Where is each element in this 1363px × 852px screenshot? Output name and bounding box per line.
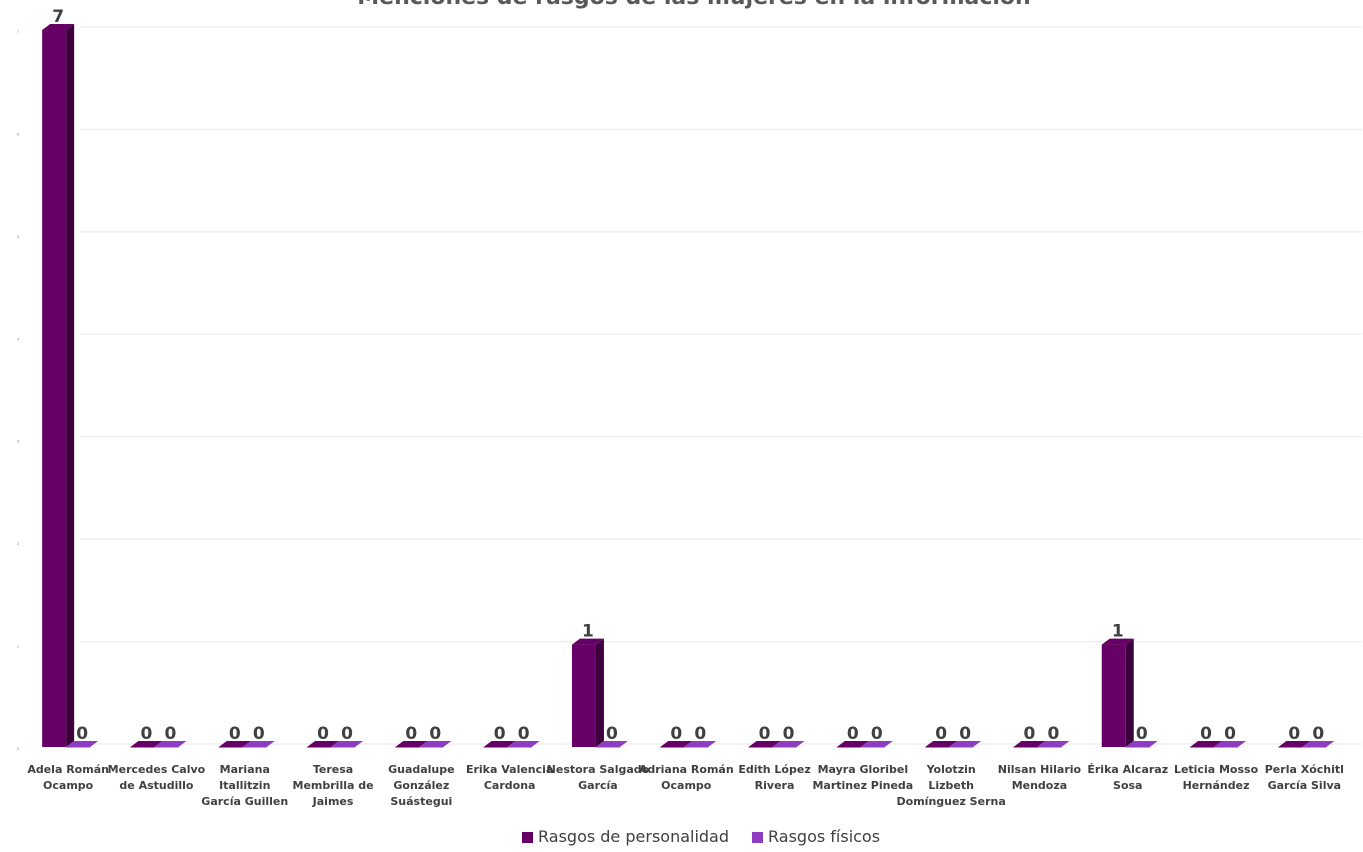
y-tick-label: 4: [17, 336, 20, 341]
data-label: 0: [959, 724, 971, 744]
gridlines: [80, 26, 1362, 745]
legend-item: Rasgos de personalidad: [522, 827, 729, 846]
bars: [42, 24, 1335, 748]
y-axis-ticks: 0 1 2 3 4 5 6 7: [17, 29, 20, 751]
category-label: Érika Alcaraz Sosa: [1087, 763, 1168, 792]
data-label: 0: [341, 724, 353, 744]
data-label: 0: [847, 724, 859, 744]
data-label: 0: [759, 724, 771, 744]
bar: [1214, 741, 1247, 748]
bar: [242, 741, 275, 748]
category-label: Guadalupe González Suástegui: [388, 763, 455, 808]
bar: [684, 741, 717, 748]
legend-swatch: [522, 832, 533, 843]
category-label: Mercedes Calvo de Astudillo: [108, 763, 206, 792]
data-label: 0: [141, 724, 153, 744]
category-label: Nestora Salgado García: [547, 763, 650, 792]
y-tick-label: 7: [17, 29, 20, 34]
y-tick-label: 5: [17, 234, 20, 239]
data-label: 1: [582, 622, 594, 642]
data-label: 0: [317, 724, 329, 744]
bar: [1278, 741, 1311, 748]
bar: [154, 741, 187, 748]
y-tick-label: 2: [17, 541, 20, 546]
data-label: 0: [229, 724, 241, 744]
category-label: Nilsan Hilario Mendoza: [998, 763, 1082, 792]
category-label: Edith López Rivera: [738, 763, 810, 792]
y-tick-label: 1: [17, 644, 20, 649]
bar: [949, 741, 982, 748]
y-tick-label: 6: [17, 131, 20, 136]
data-label: 0: [1312, 724, 1324, 744]
bar: [571, 638, 604, 747]
bar: [42, 24, 75, 747]
chart-title: Menciones de rasgos de las mujeres en la…: [357, 0, 1030, 10]
data-label: 0: [670, 724, 682, 744]
data-label: 7: [52, 7, 64, 27]
data-label: 0: [76, 724, 88, 744]
legend-label: Rasgos de personalidad: [538, 827, 729, 846]
bar: [483, 741, 516, 748]
data-label: 0: [1048, 724, 1060, 744]
bar: [66, 741, 99, 748]
legend-swatch: [752, 832, 763, 843]
category-label: Mariana Itallitzin García Guillen: [201, 763, 288, 808]
category-label: Erika Valencia Cardona: [466, 763, 553, 792]
legend: Rasgos de personalidad Rasgos físicos: [522, 827, 880, 846]
y-tick-label: 3: [17, 439, 20, 444]
data-label: 0: [165, 724, 177, 744]
category-label: Yolotzin Lizbeth Domínguez Serna: [897, 763, 1006, 808]
bar: [419, 741, 452, 748]
bar: [331, 741, 364, 748]
bar: [1302, 741, 1335, 748]
data-label: 0: [518, 724, 530, 744]
category-label: Perla Xóchitl García Silva: [1265, 763, 1344, 792]
data-label: 0: [405, 724, 417, 744]
bar: [1013, 741, 1046, 748]
bar: [860, 741, 893, 748]
data-label: 0: [1136, 724, 1148, 744]
bar: [836, 741, 869, 748]
data-label: 0: [606, 724, 618, 744]
data-label: 0: [1200, 724, 1212, 744]
data-label: 1: [1112, 622, 1124, 642]
bar: [307, 741, 340, 748]
bar: [925, 741, 958, 748]
y-tick-label: 0: [17, 746, 20, 751]
bar: [1101, 638, 1134, 747]
bar: [1190, 741, 1223, 748]
category-label: Adriana Román Ocampo: [639, 763, 734, 792]
data-labels: 70 0 0 0 0 0 0 0 0 0 010 0 0 0 0 0 0 0 0 0 010 0 0 0 0: [52, 7, 1324, 744]
data-label: 0: [935, 724, 947, 744]
category-label: Leticia Mosso Hernández: [1174, 763, 1259, 792]
data-label: 0: [783, 724, 795, 744]
data-label: 0: [1288, 724, 1300, 744]
bar: [1037, 741, 1070, 748]
bar: [748, 741, 781, 748]
bar: [660, 741, 693, 748]
bar: [595, 741, 628, 748]
bar: [1125, 741, 1158, 748]
data-label: 0: [494, 724, 506, 744]
data-label: 0: [253, 724, 265, 744]
bar: [772, 741, 805, 748]
bar: [218, 741, 251, 748]
category-label: Mayra Gloribel Martinez Pineda: [812, 763, 913, 792]
bar: [507, 741, 540, 748]
legend-item: Rasgos físicos: [752, 827, 880, 846]
category-label: Teresa Membrilla de Jaimes: [293, 763, 374, 808]
bar: [395, 741, 428, 748]
data-label: 0: [1024, 724, 1036, 744]
data-label: 0: [429, 724, 441, 744]
data-label: 0: [694, 724, 706, 744]
data-label: 0: [1224, 724, 1236, 744]
legend-label: Rasgos físicos: [768, 827, 880, 846]
category-label: Adela Román Ocampo: [27, 763, 109, 792]
bar: [130, 741, 163, 748]
data-label: 0: [871, 724, 883, 744]
